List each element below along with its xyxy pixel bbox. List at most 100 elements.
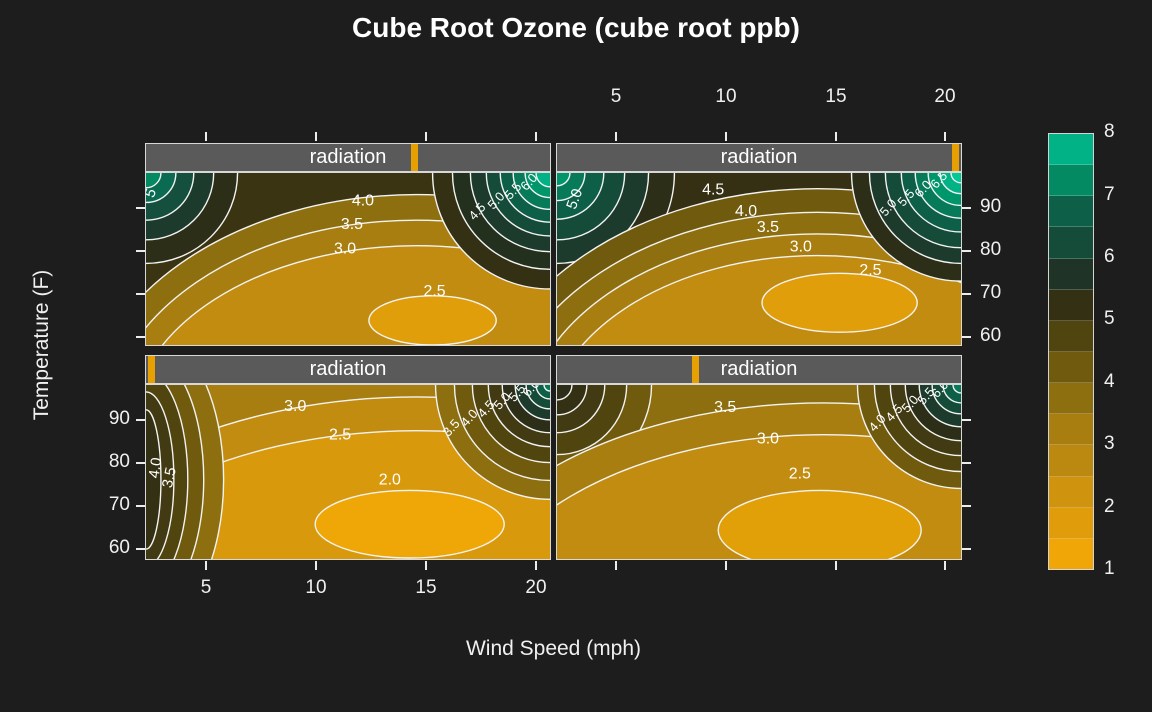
x-tick-label-bottom: 15 — [415, 577, 437, 598]
strip-label: radiation — [309, 146, 387, 168]
tick-mark — [962, 505, 971, 507]
shingle-marker — [952, 144, 960, 171]
tick-mark — [315, 132, 317, 141]
contour-band — [368, 295, 497, 345]
y-tick-label-left: 70 — [108, 494, 130, 515]
contour-label: 3.5 — [714, 399, 736, 416]
tick-mark — [944, 132, 946, 141]
contour-label: 3.0 — [757, 431, 779, 448]
tick-mark — [136, 462, 145, 464]
x-tick-label-bottom: 10 — [305, 577, 327, 598]
contour-band — [146, 409, 162, 550]
tick-mark — [962, 336, 971, 338]
tick-mark — [962, 419, 971, 421]
contour-ring — [535, 173, 550, 188]
contour-panel-bottom-right: 3.5 3.0 2.5 4.0 4.5 5.0 5.5 6.0 — [556, 384, 962, 560]
shingle-marker — [148, 356, 156, 383]
contour-band — [314, 489, 505, 559]
contour-label: 3.0 — [284, 398, 306, 415]
strip-label: radiation — [720, 358, 798, 380]
tick-mark — [962, 250, 971, 252]
tick-mark — [962, 293, 971, 295]
tick-mark — [425, 132, 427, 141]
colorkey-block — [1049, 320, 1093, 352]
high-ozone-low-wind-bands — [146, 385, 225, 559]
colorkey-tick-label: 1 — [1104, 558, 1115, 579]
x-axis-title: Wind Speed (mph) — [465, 637, 642, 660]
contour-label: 4.0 — [146, 456, 166, 479]
contour-bands — [557, 402, 961, 559]
contour-ring — [557, 385, 573, 401]
strip-top-right: radiation — [556, 143, 962, 172]
contour-label: 5.0 — [564, 187, 586, 212]
colorkey-tick-label: 6 — [1104, 246, 1115, 267]
tick-mark — [136, 336, 145, 338]
contour-band — [761, 272, 918, 333]
x-tick-label-top: 20 — [934, 86, 956, 107]
colorkey-block — [1049, 134, 1093, 166]
x-tick-label-top: 10 — [715, 86, 737, 107]
contour-ring — [146, 173, 162, 189]
contour-label: 4.0 — [352, 193, 374, 210]
colorkey-tick-label: 5 — [1104, 308, 1115, 329]
tick-mark — [315, 561, 317, 570]
contour-label: 3.5 — [159, 466, 180, 490]
contour-label: 3.5 — [341, 216, 363, 233]
colorkey-block — [1049, 289, 1093, 321]
colorkey-block — [1049, 351, 1093, 384]
strip-bottom-left: radiation — [145, 355, 551, 384]
contour-labels: 4.0 3.5 3.0 2.5 5 4.5 5.0 5.5 6.0 — [146, 173, 540, 300]
high-ozone-cluster-top-left — [557, 385, 653, 481]
tick-mark — [725, 132, 727, 141]
y-tick-label-left: 60 — [108, 537, 130, 558]
colorkey-blocks — [1048, 133, 1094, 570]
y-tick-label-left: 90 — [108, 408, 130, 429]
x-tick-label-top: 15 — [825, 86, 847, 107]
tick-mark — [615, 561, 617, 570]
contour-label: 2.5 — [424, 283, 446, 300]
contour-label: 4.5 — [702, 182, 724, 199]
high-ozone-cluster-top-right — [434, 385, 550, 501]
chart-title: Cube Root Ozone (cube root ppb) — [352, 12, 800, 43]
y-tick-label-right: 60 — [980, 325, 1002, 346]
contour-band — [717, 489, 922, 559]
high-ozone-cluster-top-right — [431, 173, 550, 290]
contour-bands — [146, 194, 550, 345]
colorkey-block — [1049, 165, 1093, 197]
tick-mark — [944, 561, 946, 570]
contour-label: 2.5 — [329, 427, 351, 444]
high-ozone-cluster-top-right — [856, 385, 961, 490]
tick-mark — [136, 548, 145, 550]
high-ozone-cluster-top-left — [146, 173, 239, 265]
tick-mark — [535, 132, 537, 141]
contour-label: 3.5 — [757, 219, 779, 236]
tick-mark — [136, 293, 145, 295]
colorkey-block — [1049, 196, 1093, 228]
high-ozone-cluster-top-right — [850, 173, 961, 282]
colorkey-tick-label: 7 — [1104, 184, 1115, 205]
contour-ring — [952, 385, 961, 394]
y-tick-label-right: 90 — [980, 196, 1002, 217]
tick-mark — [835, 132, 837, 141]
tick-mark — [425, 561, 427, 570]
y-tick-label-right: 70 — [980, 282, 1002, 303]
strip-top-left: radiation — [145, 143, 551, 172]
contour-label: 2.5 — [859, 262, 881, 279]
colorkey-block — [1049, 476, 1093, 508]
contour-ring — [950, 173, 961, 184]
tick-mark — [136, 505, 145, 507]
tick-mark — [835, 561, 837, 570]
tick-mark — [535, 561, 537, 570]
colorkey-tick-label: 8 — [1104, 121, 1115, 142]
colorkey-tick-label: 3 — [1104, 433, 1115, 454]
contour-label: 3.0 — [790, 239, 812, 256]
colorkey-tick-label: 2 — [1104, 496, 1115, 517]
y-tick-label-left: 80 — [108, 451, 130, 472]
colorkey-block — [1049, 538, 1093, 569]
tick-mark — [205, 132, 207, 141]
contour-label: 2.5 — [789, 465, 811, 482]
tick-mark — [136, 419, 145, 421]
contour-label: 2.0 — [379, 471, 401, 488]
contour-panel-top-right: 4.5 4.0 3.5 3.0 2.5 5.0 5.0 5.5 6.0 6.5 — [556, 172, 962, 346]
